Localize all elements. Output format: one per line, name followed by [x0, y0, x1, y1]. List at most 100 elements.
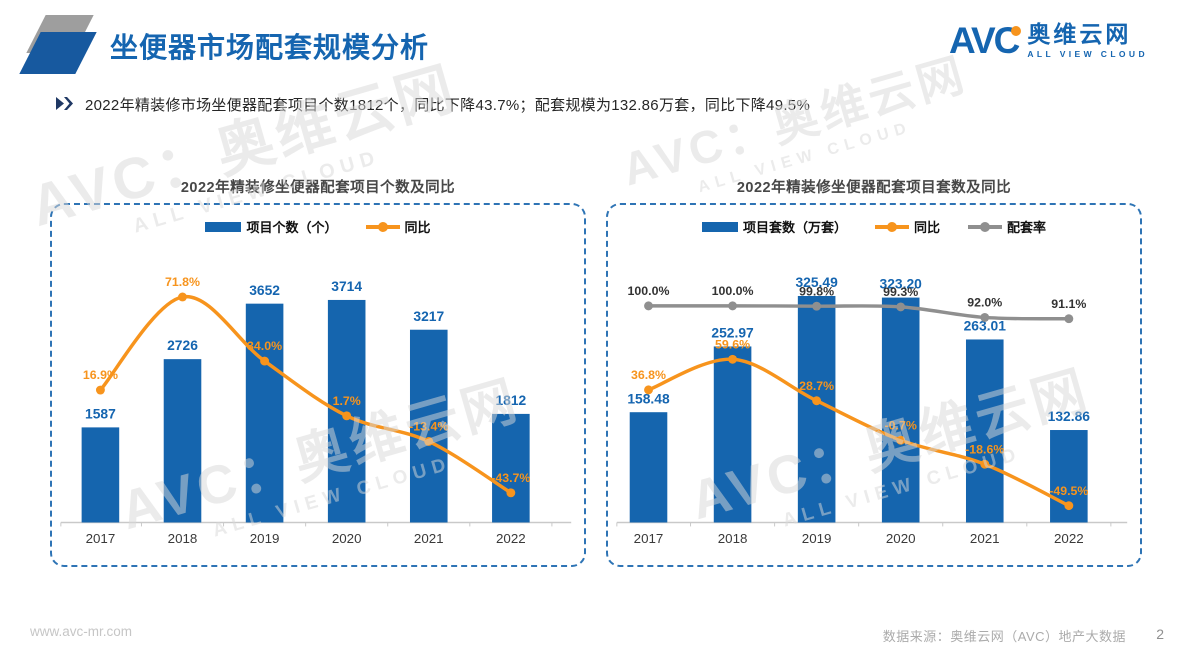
legend-line-dot	[980, 221, 990, 232]
bar	[881, 297, 920, 523]
chart-panel-projects: 项目个数（个） 同比 1587 2726 3652 3714 3217 1812 16.9% 7…	[50, 203, 586, 567]
line-value-label: 99.8%	[799, 284, 834, 298]
line-value-label: 71.8%	[165, 275, 200, 289]
page-title: 坐便器市场配套规模分析	[110, 32, 430, 63]
legend-item: 项目套数（万套）	[701, 217, 847, 236]
legend-item: 同比	[874, 217, 940, 236]
x-axis-label: 2019	[802, 531, 832, 546]
line-point	[95, 385, 105, 395]
chart-panel-volume: 项目套数（万套） 同比 配套率 158.48 252.97 325.49 323.20 26…	[606, 203, 1142, 567]
line-value-label: 16.9%	[83, 368, 118, 382]
bar	[965, 339, 1004, 523]
avc-brand-cn: 奥维云网	[1027, 21, 1132, 47]
line-value-label: 59.6%	[715, 337, 750, 351]
bar	[81, 427, 120, 523]
line-point	[812, 396, 822, 406]
footer-website: www.avc-mr.com	[30, 624, 133, 639]
bar	[629, 412, 668, 523]
x-axis-label: 2020	[332, 531, 362, 546]
x-axis-label: 2022	[496, 531, 526, 546]
legend-line-dot	[886, 221, 897, 232]
bar	[163, 359, 202, 523]
chart-title-projects: 2022年精装修坐便器配套项目个数及同比	[180, 180, 456, 196]
bar-value-label: 1812	[495, 392, 526, 408]
trend-line	[646, 304, 1071, 321]
legend-line-swatch	[874, 221, 909, 232]
bar	[713, 346, 752, 523]
x-axis-label: 2017	[86, 531, 116, 546]
chart-legend: 项目套数（万套） 同比 配套率	[608, 217, 1140, 236]
chart-title-volume: 2022年精装修坐便器配套项目套数及同比	[736, 180, 1012, 196]
line-point	[812, 301, 822, 311]
legend-label: 同比	[404, 220, 431, 235]
bar-value-label: 263.01	[964, 318, 1007, 334]
legend-item: 项目个数（个）	[205, 217, 338, 236]
line-point	[506, 488, 516, 498]
line-point	[728, 301, 738, 311]
line-value-label: 1.7%	[333, 394, 361, 408]
footer-data-source: 数据来源：奥维云网（AVC）地产大数据	[882, 629, 1126, 644]
legend-label: 配套率	[1007, 220, 1047, 235]
bar	[327, 299, 366, 523]
x-axis-label: 2022	[1054, 531, 1084, 546]
trend-line	[646, 357, 1071, 508]
line-value-label: -43.7%	[491, 471, 530, 485]
line-point	[260, 356, 270, 366]
legend-item: 配套率	[968, 217, 1046, 236]
line-value-label: 28.7%	[799, 379, 834, 393]
legend-line-swatch	[365, 221, 400, 232]
line-point	[980, 459, 990, 469]
legend-label: 项目套数（万套）	[742, 220, 847, 235]
line-value-label: 100.0%	[712, 284, 754, 298]
projects-chart: 1587 2726 3652 3714 3217 1812 16.9% 71.8% 34.0% 1…	[60, 275, 572, 546]
line-point	[342, 411, 352, 421]
line-point	[728, 354, 738, 364]
x-axis-label: 2021	[414, 531, 444, 546]
x-axis-label: 2018	[718, 531, 748, 546]
x-axis-label: 2021	[970, 531, 1000, 546]
line-point	[644, 385, 653, 395]
line-point	[980, 312, 990, 322]
line-point	[178, 292, 187, 302]
line-value-label: 34.0%	[247, 339, 282, 353]
bar	[409, 329, 448, 523]
logo-parallelogram-blue	[19, 32, 97, 74]
bar	[492, 413, 530, 523]
line-point	[1064, 501, 1074, 511]
slide-corner-logo	[16, 12, 108, 78]
bar-value-label: 252.97	[711, 325, 754, 341]
bar-value-label: 1587	[85, 405, 116, 421]
bar-value-label: 3652	[249, 282, 280, 298]
page-number: 2	[1156, 626, 1164, 642]
bar	[797, 295, 836, 523]
line-point	[424, 436, 434, 446]
bar	[245, 303, 284, 523]
line-point	[896, 302, 906, 312]
avc-brand-en: ALL VIEW CLOUD	[1027, 49, 1148, 60]
line-point	[644, 301, 653, 311]
x-axis-label: 2020	[886, 531, 916, 546]
bar-value-label: 132.86	[1048, 408, 1091, 424]
legend-line-dot	[377, 221, 388, 232]
x-axis-label: 2017	[634, 531, 664, 546]
x-axis-label: 2019	[250, 531, 280, 546]
bar-value-label: 2726	[167, 337, 198, 353]
volume-chart: 158.48 252.97 325.49 323.20 263.01 132.86 36.8…	[616, 274, 1128, 546]
summary-bullet-text: 2022年精装修市场坐便器配套项目个数1812个，同比下降43.7%；配套规模为…	[85, 97, 811, 114]
legend-item: 同比	[365, 217, 431, 236]
legend-label: 同比	[913, 220, 940, 235]
x-axis-label: 2018	[168, 531, 198, 546]
legend-line-swatch	[968, 221, 1002, 232]
bar-value-label: 158.48	[627, 390, 670, 406]
legend-label: 项目个数（个）	[246, 220, 338, 235]
trend-line	[98, 295, 513, 495]
legend-bar-swatch	[205, 221, 242, 232]
chart-legend: 项目个数（个） 同比	[52, 217, 584, 236]
line-value-label: 36.8%	[631, 368, 666, 382]
bar-value-label: 3217	[413, 308, 444, 324]
bar-value-label: 323.20	[880, 276, 923, 292]
summary-bullet-row: 2022年精装修市场坐便器配套项目个数1812个，同比下降43.7%；配套规模为…	[56, 94, 810, 115]
line-value-label: -18.6%	[965, 442, 1004, 456]
bar-value-label: 3714	[331, 278, 362, 294]
